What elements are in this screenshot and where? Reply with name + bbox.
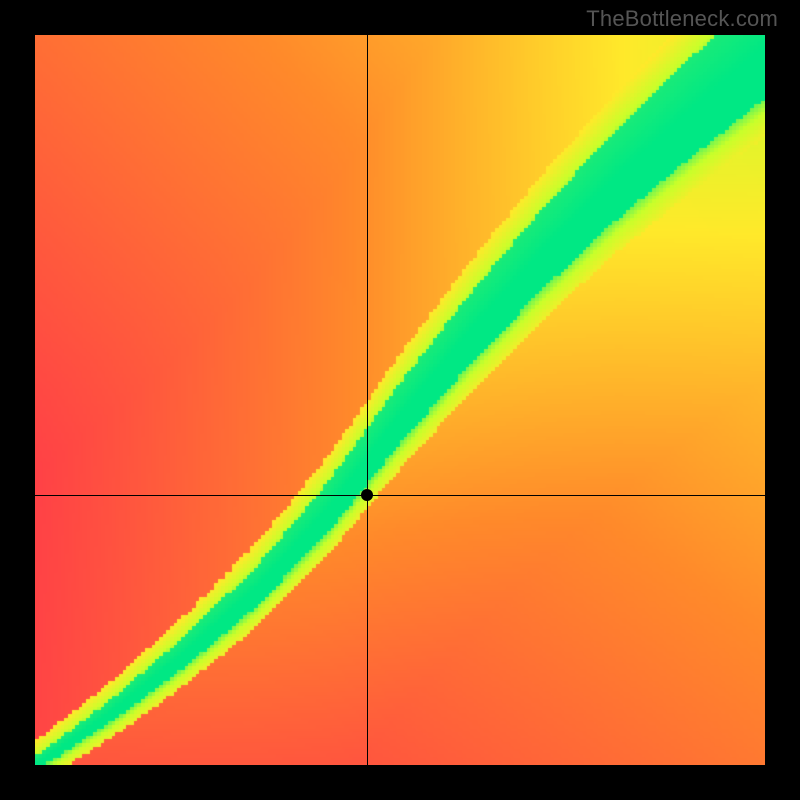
outer-frame: TheBottleneck.com	[0, 0, 800, 800]
crosshair-vertical	[367, 35, 368, 765]
watermark-text: TheBottleneck.com	[586, 6, 778, 32]
heatmap-canvas	[35, 35, 765, 765]
heatmap-plot-area	[35, 35, 765, 765]
crosshair-marker-dot	[361, 489, 373, 501]
crosshair-horizontal	[35, 495, 765, 496]
